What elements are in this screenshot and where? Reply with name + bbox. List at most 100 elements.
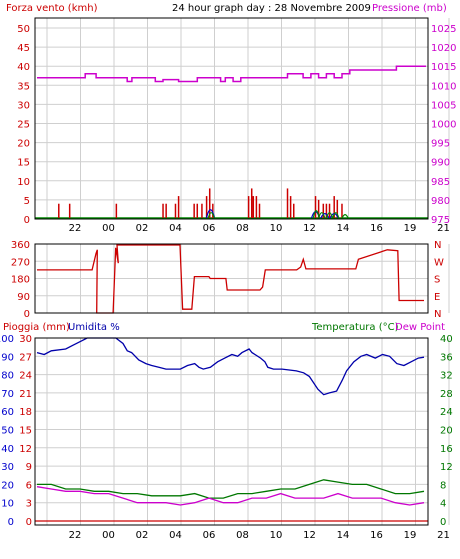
wind-tick-label: 5 [24,196,30,207]
humidity-axis-title: Umidita % [68,322,120,333]
humidity-tick-label: 30 [1,462,14,473]
time-label: 08 [236,530,249,541]
direction-tick-label: 360 [11,240,30,251]
humidity-line [36,337,425,396]
temperature-tick-label: 16 [440,444,453,455]
panel2-frame [34,243,429,314]
direction-tick-label: 0 [24,309,30,320]
temperature-tick-label: 12 [440,462,453,473]
dewpoint-line [36,486,425,506]
rain-tick-label: 21 [19,389,32,400]
humidity-tick-label: 80 [1,371,14,382]
time-label: 14 [337,223,350,234]
temperature-tick-label: 8 [440,480,446,491]
time-label: 14 [337,530,350,541]
panel1-frame [34,17,429,220]
rain-tick-label: 0 [26,517,32,528]
humidity-tick-label: 90 [1,352,14,363]
wind-tick-label: 50 [17,24,30,35]
time-label: 21 [437,223,450,234]
rain-tick-label: 15 [19,426,32,437]
wind-average-bump [332,212,340,219]
panel3-frame [34,337,429,526]
time-label: 00 [102,530,115,541]
temperature-tick-label: 24 [440,407,453,418]
pressure-tick-label: 990 [431,158,450,169]
pressure-tick-label: 980 [431,196,450,207]
humidity-tick-label: 70 [1,389,14,400]
humidity-tick-label: 50 [1,426,14,437]
temperature-tick-label: 36 [440,352,453,363]
pressure-axis-title: Pressione (mb) [372,3,447,14]
time-label: 02 [136,223,149,234]
time-label: 10 [270,223,283,234]
rain-tick-label: 9 [26,462,32,473]
humidity-tick-label: 0 [8,517,14,528]
pressure-tick-label: 1005 [431,100,456,111]
time-label: 04 [169,530,182,541]
time-label: 22 [69,223,82,234]
humidity-tick-label: 100 [0,334,14,345]
pressure-tick-label: 975 [431,215,450,226]
wind-average-bump [318,212,326,219]
temperature-tick-label: 4 [440,499,446,510]
time-label: 08 [236,223,249,234]
rain-tick-label: 3 [26,499,32,510]
compass-label: S [434,275,440,286]
wind-tick-label: 15 [17,158,30,169]
pressure-tick-label: 985 [431,177,450,188]
wind-average-bump [325,212,334,219]
time-label: 06 [203,530,216,541]
time-label: 00 [102,223,115,234]
humidity-tick-label: 10 [1,499,14,510]
wind-tick-label: 35 [17,81,30,92]
wind-tick-label: 45 [17,43,30,54]
humidity-tick-label: 20 [1,480,14,491]
time-label: 16 [370,530,383,541]
rain-tick-label: 27 [19,352,32,363]
rain-tick-label: 30 [19,334,32,345]
temperature-tick-label: 0 [440,517,446,528]
pressure-tick-label: 1010 [431,81,456,92]
temperature-tick-label: 20 [440,426,453,437]
wind-axis-title: Forza vento (kmh) [6,3,98,14]
wind-average-bump [341,214,349,219]
time-label: 21 [437,530,450,541]
rain-tick-label: 6 [26,480,32,491]
wind-tick-label: 20 [17,139,30,150]
temperature-tick-label: 40 [440,334,453,345]
time-label: 16 [370,223,383,234]
humidity-tick-label: 40 [1,444,14,455]
time-label: 19 [404,223,417,234]
direction-tick-label: 270 [11,257,30,268]
wind-tick-label: 25 [17,120,30,131]
wind-tick-label: 30 [17,100,30,111]
time-label: 06 [203,223,216,234]
rain-tick-label: 12 [19,444,32,455]
wind-tick-label: 0 [24,215,30,226]
time-label: 10 [270,530,283,541]
compass-label: W [434,257,444,268]
direction-tick-label: 180 [11,275,30,286]
compass-label: N [434,309,441,320]
time-label: 12 [303,530,316,541]
pressure-line [37,65,426,83]
wind-tick-label: 40 [17,62,30,73]
temperature-tick-label: 28 [440,389,453,400]
temperature-tick-label: 32 [440,371,453,382]
compass-label: E [434,292,440,303]
time-label: 02 [136,530,149,541]
humidity-tick-label: 60 [1,407,14,418]
rain-axis-title: Pioggia (mm) [3,322,70,333]
pressure-tick-label: 1015 [431,62,456,73]
temperature-axis-title: Temperatura (°C) [311,322,399,333]
time-label: 19 [404,530,417,541]
rain-tick-label: 24 [19,371,32,382]
time-label: 04 [169,223,182,234]
pressure-tick-label: 1020 [431,43,456,54]
wind-gust-bump [320,213,330,219]
wind-tick-label: 10 [17,177,30,188]
chart-title: 24 hour graph day : 28 Novembre 2009 [172,3,371,14]
